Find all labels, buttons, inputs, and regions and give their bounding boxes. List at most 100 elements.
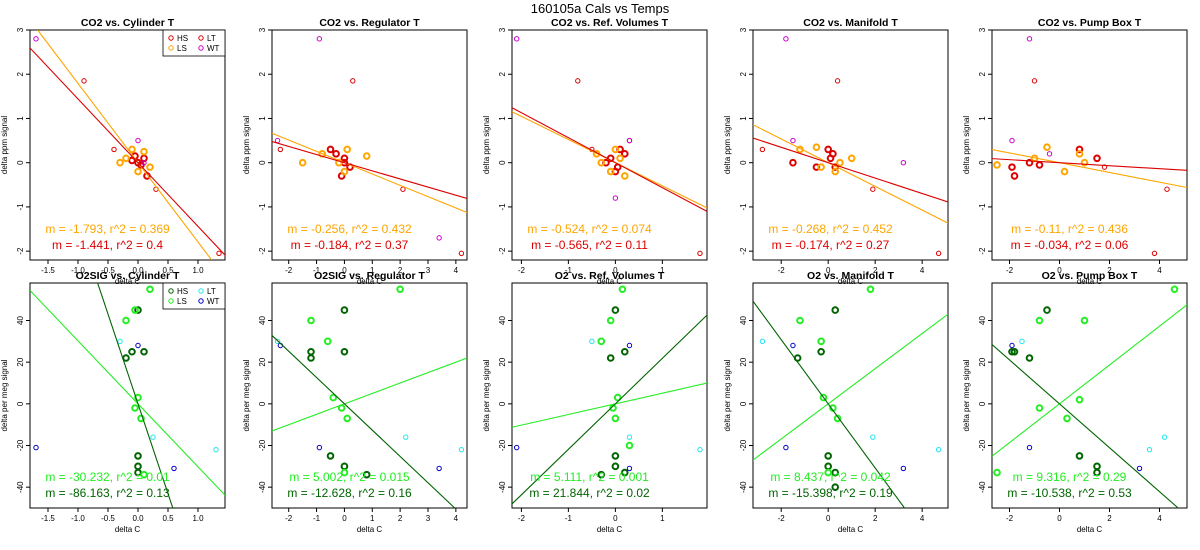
fit-line-o2-hs xyxy=(753,300,905,508)
x-tick-label: 0 xyxy=(826,514,831,523)
point-o2-ls xyxy=(833,414,842,423)
plot-frame xyxy=(511,29,708,261)
y-tick-label: 0 xyxy=(258,401,267,406)
x-axis-label: delta C xyxy=(357,525,383,534)
y-tick-label: 3 xyxy=(498,27,507,32)
point-o2-ls xyxy=(396,285,404,294)
point-o2-hs xyxy=(340,306,349,314)
point-o2-hs xyxy=(340,347,349,356)
point-o2-hs xyxy=(1008,347,1016,356)
y-tick-label: -2 xyxy=(258,247,267,255)
point-wt xyxy=(626,137,633,144)
point-o2-ls xyxy=(609,404,617,412)
x-tick-label: 4 xyxy=(454,514,459,523)
x-tick-label: 0 xyxy=(613,266,618,275)
point-wt xyxy=(900,159,907,166)
y-tick-label: 40 xyxy=(978,316,987,325)
point-o2-wt xyxy=(1009,342,1015,349)
data-points xyxy=(33,285,219,479)
point-o2-lt xyxy=(117,338,123,345)
fit-line-o2-ls xyxy=(992,304,1187,457)
y-tick-label: 0 xyxy=(978,160,987,165)
fit-stats: m = 5.002, r^2 = 0.015 xyxy=(289,470,410,484)
point-ls xyxy=(1080,158,1089,167)
point-lt xyxy=(575,78,581,84)
legend-box xyxy=(162,29,226,57)
point-ls xyxy=(343,145,352,154)
x-tick-label: 1 xyxy=(370,514,375,523)
point-o2-ls xyxy=(1080,316,1089,325)
fit-line-o2-ls xyxy=(753,313,948,461)
point-o2-ls xyxy=(824,468,832,477)
plot-frame xyxy=(511,282,708,509)
point-o2-wt xyxy=(33,444,39,451)
point-hs xyxy=(1093,154,1101,163)
plot-frame xyxy=(752,282,949,509)
point-lt xyxy=(400,186,406,192)
legend-box xyxy=(162,282,226,310)
fit-lines xyxy=(992,149,1187,189)
fit-line-o2-hs xyxy=(272,335,456,508)
point-o2-hs xyxy=(611,452,620,460)
point-wt xyxy=(513,36,520,42)
point-o2-lt xyxy=(213,446,219,453)
fit-lines xyxy=(753,300,948,508)
panel-title: O2SIG vs. Cylinder T xyxy=(76,270,180,282)
panel-6: O2SIG vs. Cylinder T -1.5 -1.0 -0.5 0.0 0.5 1.… xyxy=(0,270,226,534)
panel-title: O2 vs. Manifold T xyxy=(807,270,895,282)
panel-title: CO2 vs. Ref. Volumes T xyxy=(551,17,669,29)
point-o2-ls xyxy=(606,316,615,325)
point-wt xyxy=(33,36,39,42)
legend-marker-wt xyxy=(198,45,204,51)
point-o2-hs xyxy=(597,470,606,479)
legend: HS LT LS WT xyxy=(162,29,226,57)
x-tick-label: -2 xyxy=(778,514,786,523)
point-hs xyxy=(1010,172,1019,180)
x-tick-label: 0 xyxy=(1057,514,1062,523)
point-o2-wt xyxy=(790,342,796,349)
x-tick-label: 2 xyxy=(398,514,403,523)
panel-title: CO2 vs. Cylinder T xyxy=(81,17,175,29)
fit-line-hs xyxy=(272,141,467,200)
y-tick-label: 2 xyxy=(258,71,267,76)
point-o2-ls xyxy=(146,285,154,294)
point-o2-hs xyxy=(140,347,148,356)
y-tick-label: -1 xyxy=(498,203,507,211)
y-tick-label: -2 xyxy=(978,247,987,255)
plot-frame xyxy=(29,282,226,509)
point-o2-lt xyxy=(1161,434,1168,440)
point-o2-hs xyxy=(831,483,840,491)
point-ls xyxy=(817,163,825,171)
point-o2-ls xyxy=(819,393,828,402)
point-ls xyxy=(116,158,124,167)
point-o2-hs xyxy=(611,462,620,471)
fit-stats: m = -10.538, r^2 = 0.53 xyxy=(1007,486,1132,500)
point-hs xyxy=(1025,158,1034,167)
x-tick-label: 0 xyxy=(613,514,618,523)
point-lt xyxy=(697,250,703,257)
y-tick-label: -20 xyxy=(978,439,987,451)
x-tick-label: -2 xyxy=(1006,266,1014,275)
point-o2-hs xyxy=(606,354,615,362)
point-o2-hs xyxy=(122,354,130,362)
point-hs xyxy=(134,158,142,167)
y-axis-label: delta per meg signal xyxy=(242,359,251,431)
point-o2-wt xyxy=(900,465,907,472)
fit-lines xyxy=(992,304,1187,508)
x-tick-label: 2 xyxy=(1107,266,1112,275)
y-tick-label: -40 xyxy=(498,481,507,493)
legend-label-hs: HS xyxy=(177,34,188,43)
point-lt xyxy=(350,78,356,84)
y-tick-label: 0 xyxy=(739,160,748,165)
x-tick-label: 3 xyxy=(426,514,431,523)
point-ls xyxy=(146,163,154,171)
point-ls xyxy=(1043,143,1051,152)
point-lt xyxy=(870,186,876,192)
fit-lines xyxy=(512,314,707,505)
y-axis-label: delta ppm signal xyxy=(242,116,251,174)
y-tick-label: 1 xyxy=(739,116,748,121)
legend-marker-hs xyxy=(168,288,174,294)
point-hs xyxy=(620,150,629,158)
point-o2-hs xyxy=(611,306,620,314)
